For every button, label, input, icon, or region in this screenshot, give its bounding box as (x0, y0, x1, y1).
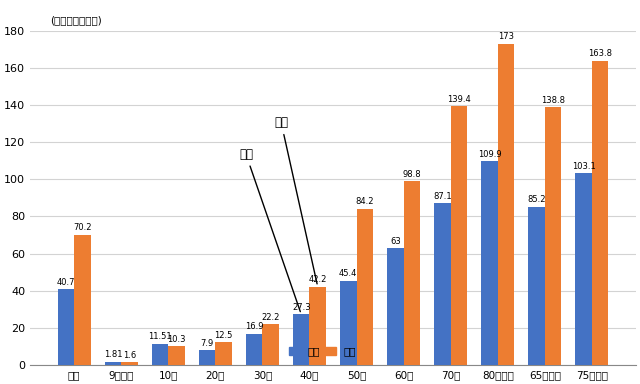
Text: (単位：人口千対): (単位：人口千対) (51, 15, 102, 25)
Text: 12.5: 12.5 (214, 331, 233, 339)
Bar (199, 350, 215, 365)
Text: 1.81: 1.81 (104, 350, 122, 359)
Text: 22.2: 22.2 (262, 313, 280, 321)
Text: 16.9: 16.9 (245, 322, 264, 331)
Bar (293, 314, 310, 365)
Bar (310, 286, 326, 365)
Bar (528, 207, 545, 365)
Text: 103.1: 103.1 (572, 162, 595, 171)
Text: 63: 63 (390, 237, 401, 246)
Text: 70.2: 70.2 (73, 223, 92, 232)
Text: 42.2: 42.2 (308, 275, 327, 285)
Text: 女性: 女性 (274, 116, 317, 284)
Bar (387, 248, 404, 365)
Bar (545, 107, 561, 365)
Text: 男性: 男性 (239, 147, 300, 312)
Bar (451, 106, 467, 365)
Text: 84.2: 84.2 (355, 197, 374, 206)
Bar (575, 174, 592, 365)
Bar (74, 235, 91, 365)
Bar (481, 161, 498, 365)
Text: 10.3: 10.3 (167, 334, 186, 344)
Bar (152, 344, 168, 365)
Bar (58, 290, 74, 365)
Bar (246, 334, 262, 365)
Bar (105, 362, 121, 365)
Legend: 男性, 女性: 男性, 女性 (289, 346, 356, 356)
Bar (168, 346, 185, 365)
Bar (340, 281, 356, 365)
Text: 173: 173 (498, 32, 514, 41)
Text: 7.9: 7.9 (200, 339, 214, 348)
Bar (356, 209, 373, 365)
Text: 85.2: 85.2 (527, 195, 546, 205)
Text: 98.8: 98.8 (403, 170, 421, 179)
Text: 139.4: 139.4 (447, 95, 471, 104)
Text: 45.4: 45.4 (339, 270, 358, 278)
Bar (404, 182, 420, 365)
Bar (262, 324, 279, 365)
Text: 87.1: 87.1 (433, 192, 452, 201)
Bar (434, 203, 451, 365)
Text: 40.7: 40.7 (57, 278, 75, 287)
Text: 11.51: 11.51 (148, 333, 172, 341)
Text: 109.9: 109.9 (477, 150, 501, 159)
Bar (592, 61, 608, 365)
Bar (121, 362, 138, 365)
Text: 138.8: 138.8 (541, 96, 565, 105)
Bar (215, 342, 232, 365)
Text: 27.3: 27.3 (292, 303, 310, 312)
Text: 163.8: 163.8 (588, 50, 612, 58)
Text: 1.6: 1.6 (123, 351, 136, 360)
Bar (498, 44, 514, 365)
